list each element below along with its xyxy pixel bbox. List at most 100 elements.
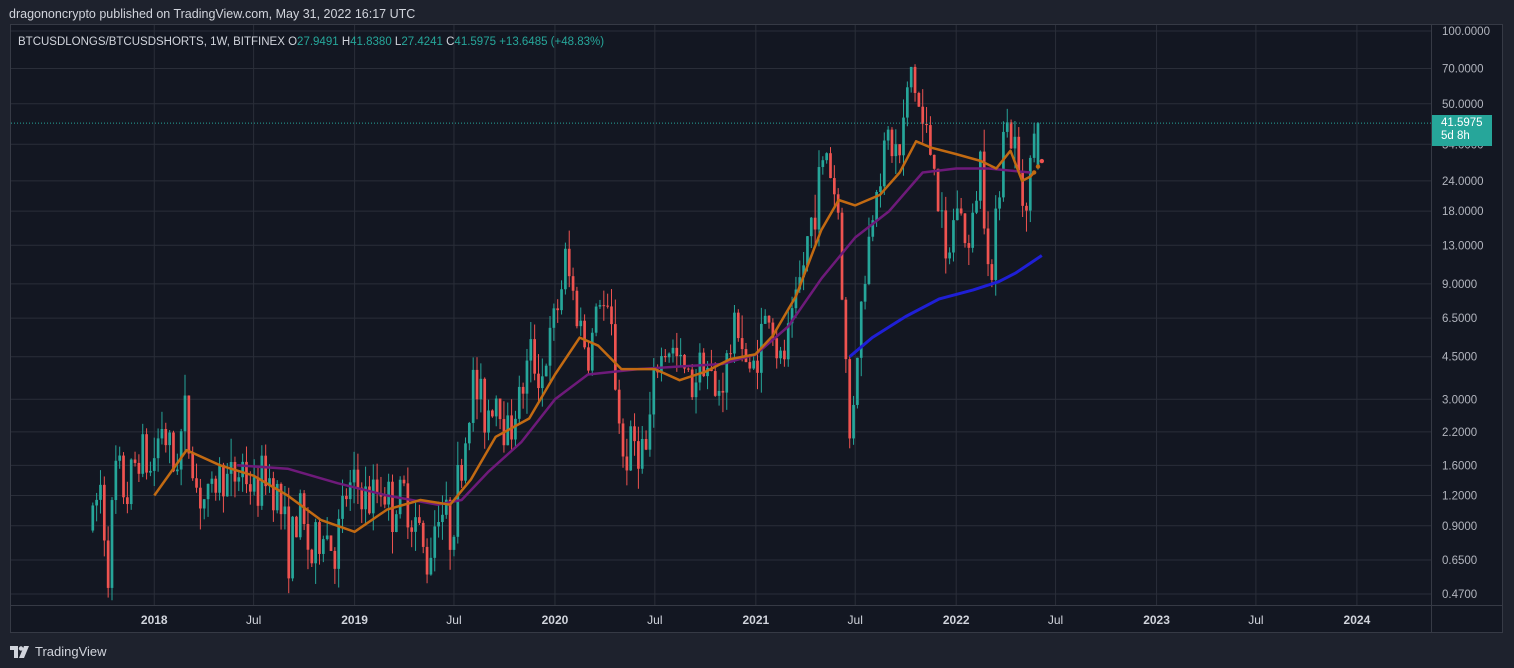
candle-body <box>806 236 809 266</box>
candle-body <box>610 306 613 325</box>
candle-body <box>118 455 122 461</box>
candle-body <box>149 470 152 473</box>
y-tick-label: 13.0000 <box>1442 240 1484 252</box>
candle-body <box>464 443 467 481</box>
candle-body <box>767 315 771 323</box>
x-tick-label: Jul <box>446 613 461 627</box>
candle-body <box>721 390 725 393</box>
candle-body <box>675 347 679 357</box>
candle-body <box>871 220 875 237</box>
candle-body <box>272 478 275 511</box>
candle-body <box>763 315 767 324</box>
moving-average-long <box>848 254 1043 358</box>
candle-body <box>448 499 452 550</box>
candle-body <box>602 305 606 307</box>
candle-body <box>902 117 905 156</box>
candle-body <box>794 289 798 309</box>
candle-body <box>729 353 732 355</box>
candle-body <box>479 378 483 400</box>
candle-body <box>425 546 429 575</box>
candle-body <box>414 517 417 532</box>
candle-body <box>748 362 752 369</box>
candle-body <box>898 144 902 156</box>
candle-body <box>494 398 498 417</box>
candle-body <box>483 378 487 433</box>
candle-body <box>825 153 829 161</box>
candle-body <box>640 438 644 469</box>
symbol-legend: BTCUSDLONGS/BTCUSDSHORTS, 1W, BITFINEX O… <box>18 36 604 48</box>
candle-body <box>975 200 978 213</box>
candle-body <box>95 499 98 506</box>
candle-body <box>986 228 990 265</box>
candle-body <box>740 338 744 350</box>
candle-body <box>575 290 579 327</box>
candle-body <box>598 305 602 307</box>
legend-low-label: L <box>394 36 402 48</box>
moving-average-fast <box>153 140 1036 534</box>
candle-body <box>533 339 536 374</box>
candle-body <box>990 264 994 280</box>
candle-body <box>686 368 690 370</box>
tradingview-logo[interactable]: TradingView <box>10 644 107 659</box>
candle-body <box>406 483 410 528</box>
candle-body <box>963 213 967 244</box>
candle-body <box>617 389 621 424</box>
candle-body <box>537 373 540 389</box>
candle-body <box>341 495 344 519</box>
candle-body <box>698 352 702 383</box>
chart-frame[interactable] <box>10 24 1503 633</box>
candle-body <box>514 418 517 440</box>
legend-close: 41.5975 <box>454 36 496 48</box>
candle-body <box>491 410 494 417</box>
x-tick-label: Jul <box>647 613 662 627</box>
candle-body <box>529 339 533 361</box>
candle-body <box>210 478 214 484</box>
candle-body <box>1025 205 1028 211</box>
candle-body <box>756 360 759 373</box>
candle-body <box>345 495 348 500</box>
candle-body <box>106 540 110 588</box>
candle-body <box>364 486 367 510</box>
candle-body <box>222 464 225 497</box>
legend-change: +13.6485 (+48.83%) <box>499 36 605 48</box>
candle-body <box>629 426 633 471</box>
candle-body <box>967 243 971 248</box>
candle-body <box>752 360 756 369</box>
candle-body <box>91 505 95 531</box>
candle-body <box>606 305 609 307</box>
candle-body <box>402 479 406 484</box>
candle-body <box>433 526 437 558</box>
candle-body <box>375 479 379 493</box>
candle-body <box>202 499 206 509</box>
ma-projection-dot <box>1039 158 1045 164</box>
candle-body <box>882 140 886 187</box>
candle-body <box>429 557 433 575</box>
candle-body <box>99 484 102 500</box>
candle-body <box>352 469 356 483</box>
ma-projection-dot <box>1035 164 1041 169</box>
candle-body <box>633 426 636 442</box>
candle-body <box>279 483 283 515</box>
candle-body <box>544 365 548 377</box>
candle-body <box>175 469 179 472</box>
candle-body <box>441 514 444 523</box>
candle-body <box>852 404 855 439</box>
candle-body <box>368 486 371 514</box>
candle-body <box>667 353 671 358</box>
candle-body <box>579 320 583 327</box>
candle-body <box>418 517 421 523</box>
candle-body <box>583 320 586 348</box>
candle-body <box>371 479 375 514</box>
candle-body <box>467 422 471 444</box>
candle-body <box>1013 136 1017 149</box>
y-tick-label: 0.6500 <box>1442 555 1477 567</box>
candle-body <box>560 289 563 311</box>
candle-body <box>460 465 463 481</box>
candle-body <box>955 208 959 221</box>
candle-body <box>587 347 590 371</box>
candle-body <box>863 284 867 302</box>
candle-body <box>564 248 567 290</box>
candle-body <box>475 369 479 400</box>
candle-body <box>979 151 982 201</box>
